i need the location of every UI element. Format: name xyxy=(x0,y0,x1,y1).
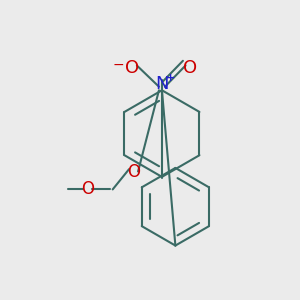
Text: O: O xyxy=(127,163,140,181)
Text: O: O xyxy=(81,180,94,198)
Text: O: O xyxy=(183,59,197,77)
Text: −: − xyxy=(113,58,124,72)
Text: N: N xyxy=(155,75,169,93)
Text: O: O xyxy=(125,59,139,77)
Text: +: + xyxy=(166,73,175,83)
